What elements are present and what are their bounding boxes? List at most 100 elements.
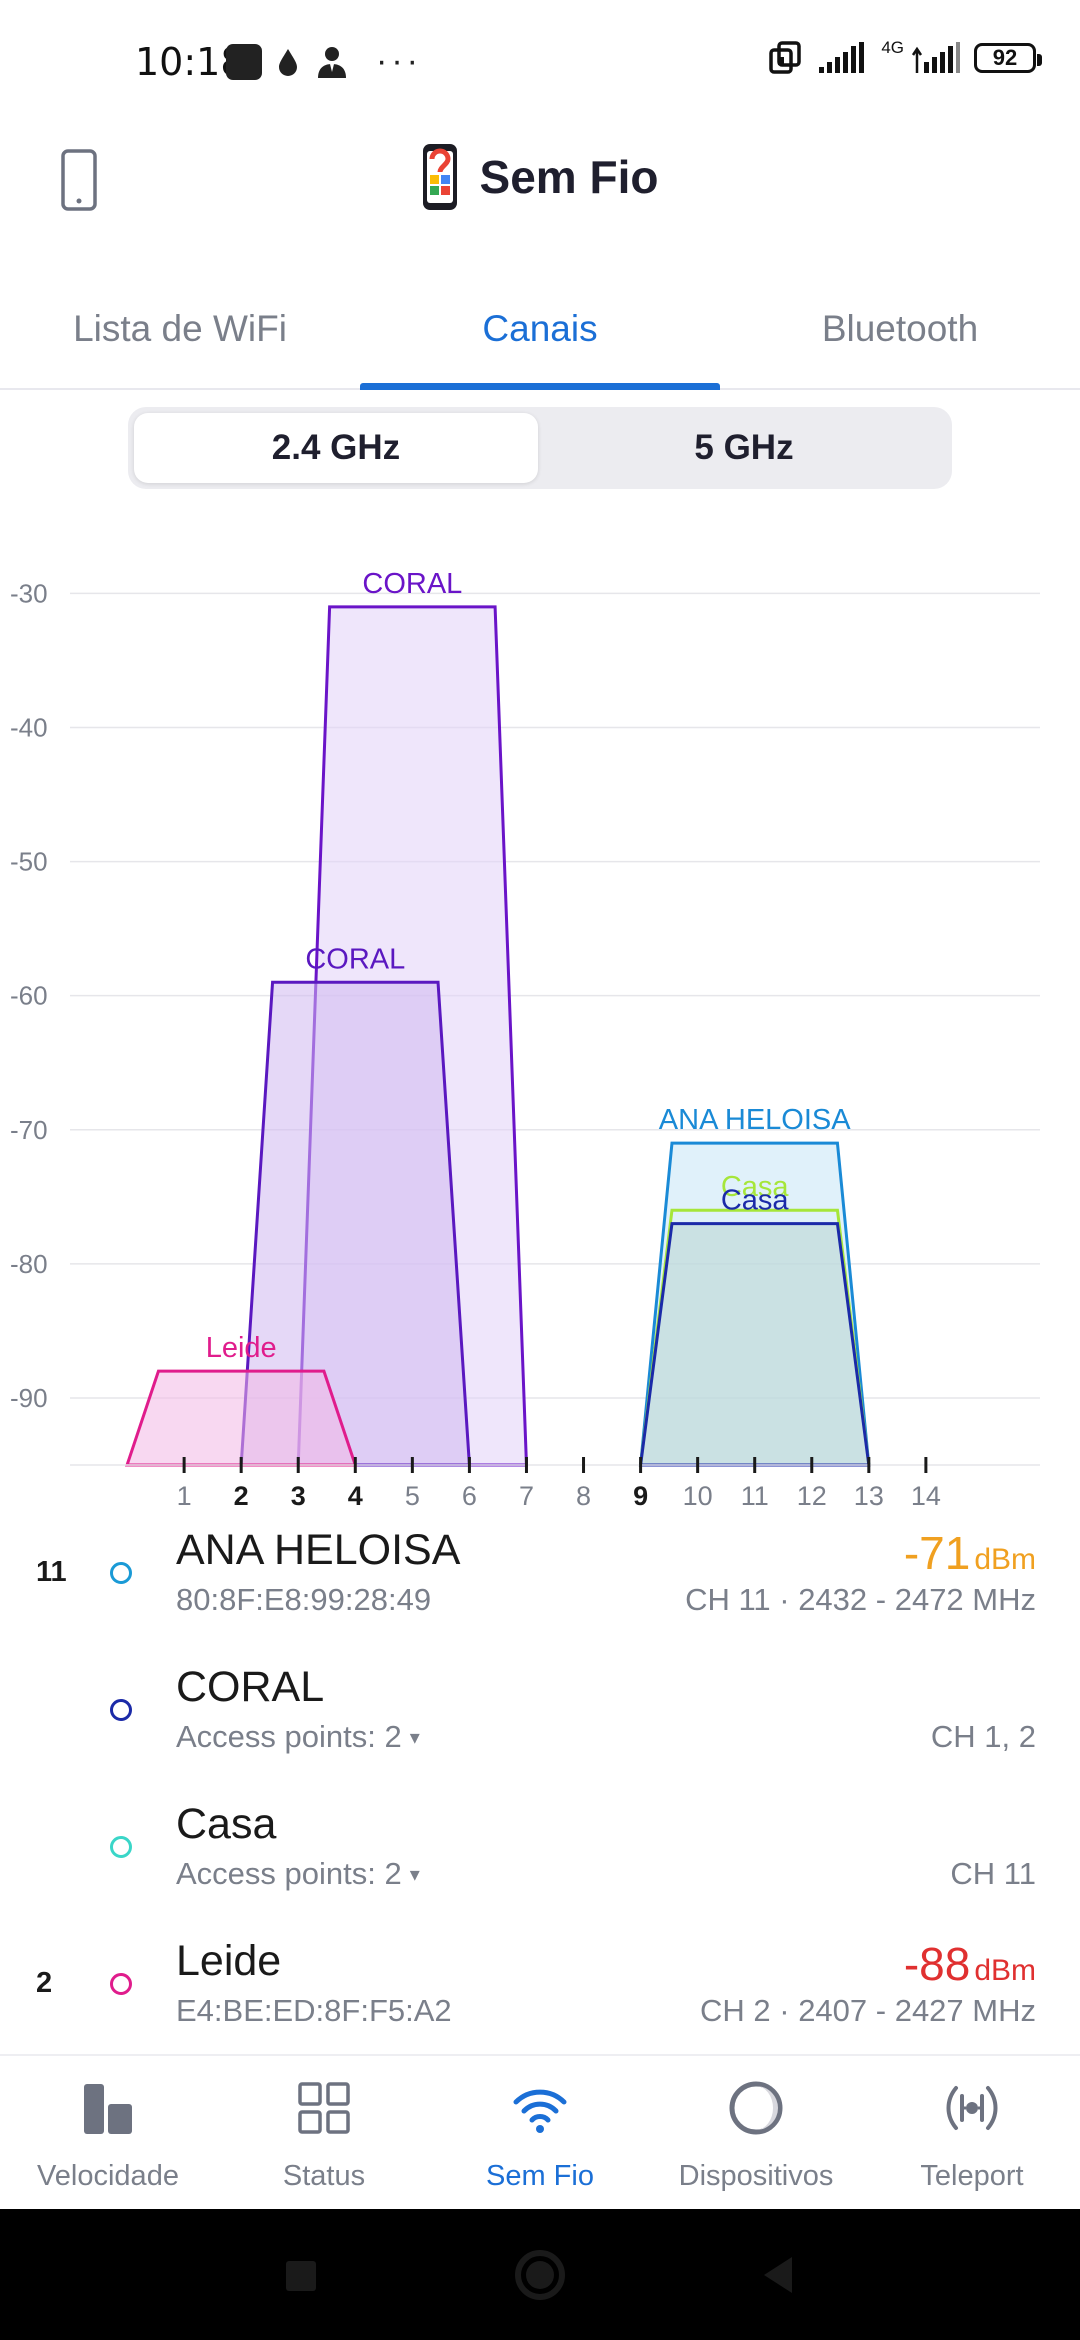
tab-bluetooth[interactable]: Bluetooth [821, 308, 979, 349]
signal-icon [819, 42, 865, 73]
phone-logo-icon [422, 144, 457, 210]
signal-value: -71 [903, 1527, 971, 1579]
network-label: Leide [206, 1332, 277, 1364]
network-label: Casa [721, 1171, 790, 1203]
tab-channels[interactable]: Canais [482, 308, 598, 349]
status-bar: 10:18 ··· 4G 92 [0, 0, 1080, 125]
notification-icons: ··· [226, 42, 422, 81]
teleport-icon [946, 2086, 998, 2130]
y-tick-label: -50 [10, 847, 48, 877]
y-tick-label: -70 [10, 1115, 48, 1145]
network-bssid: 80:8F:E8:99:28:49 [176, 1582, 432, 1617]
nav-status[interactable]: Status [216, 2056, 432, 2211]
home-button-icon[interactable] [510, 2245, 570, 2305]
x-tick-label: 12 [797, 1481, 827, 1511]
x-tick-label: 10 [683, 1481, 713, 1511]
chevron-down-icon: ▾ [409, 1864, 420, 1886]
x-tick-label: 6 [462, 1481, 477, 1511]
wifi-icon [513, 2089, 567, 2133]
row-channel: 2 [36, 1967, 53, 1999]
band-24ghz-button[interactable]: 2.4 GHz [134, 413, 538, 483]
network-name: ANA HELOISA [176, 1526, 461, 1574]
network-type-label: 4G [881, 38, 904, 57]
system-icons: 4G 92 [767, 38, 1042, 76]
nav-label: Dispositivos [678, 2160, 834, 2192]
x-tick-label: 11 [741, 1481, 769, 1511]
y-tick-label: -30 [10, 578, 48, 608]
y-tick-label: -80 [10, 1249, 48, 1279]
x-tick-label: 9 [633, 1481, 648, 1511]
channel-info: CH 1, 2 [930, 1719, 1036, 1754]
network-name: CORAL [176, 1663, 325, 1711]
access-points-label: Access points: 2 [176, 1719, 402, 1754]
signal-4g-icon [911, 42, 960, 73]
list-item-leide[interactable]: 2 Leide E4:BE:ED:8F:F5:A2 -88 dBm CH 2 · … [0, 1921, 1080, 2058]
list-item-coral[interactable]: CORAL Access points: 2 ▾ CH 1, 2 [0, 1647, 1080, 1784]
nav-dispositivos[interactable]: Dispositivos [648, 2056, 864, 2211]
y-tick-label: -60 [10, 981, 48, 1011]
nav-sem-fio[interactable]: Sem Fio [432, 2056, 648, 2211]
network-color-dot [110, 1973, 132, 1995]
network-color-dot [110, 1836, 132, 1858]
x-tick-label: 3 [291, 1481, 306, 1511]
network-label: ANA HELOISA [659, 1104, 851, 1136]
access-points-label: Access points: 2 [176, 1856, 402, 1891]
speed-bars-icon [84, 2084, 132, 2134]
network-color-dot [110, 1699, 132, 1721]
network-label: Casa [721, 1185, 790, 1217]
person-icon [318, 46, 346, 78]
nav-teleport[interactable]: Teleport [864, 2056, 1080, 2211]
network-trapezoid [638, 1222, 871, 1467]
x-tick-label: 14 [911, 1481, 941, 1511]
x-tick-label: 8 [576, 1481, 591, 1511]
row-channel: 11 [36, 1556, 67, 1588]
access-points-toggle[interactable]: Access points: 2 ▾ [176, 1856, 420, 1892]
x-tick-label: 5 [405, 1481, 420, 1511]
devices-circle-icon [729, 2081, 783, 2135]
x-tick-label: 13 [854, 1481, 884, 1511]
nfc-icon [769, 41, 802, 74]
y-tick-label: -90 [10, 1383, 48, 1413]
bottom-nav: Velocidade Status Sem Fio Dispositivos T… [0, 2054, 1080, 2211]
battery-icon: 92 [974, 43, 1042, 73]
app-title-group: Sem Fio [0, 143, 1080, 211]
nav-label: Velocidade [37, 2160, 179, 2192]
nav-label: Status [282, 2160, 366, 2192]
band-toggle: 2.4 GHz 5 GHz [128, 407, 952, 489]
channel-chart-svg: -30 -40 -50 -60 -70 -80 -90 CORAL CORAL ANA HELOI… [10, 568, 1040, 1511]
channel-info: CH 11 [950, 1856, 1036, 1891]
signal-strength: -71 dBm [904, 1526, 1036, 1580]
access-points-toggle[interactable]: Access points: 2 ▾ [176, 1719, 420, 1755]
channel-info: CH 11 · 2432 - 2472 MHz [685, 1582, 1036, 1617]
nav-label: Sem Fio [486, 2160, 594, 2192]
channel-info: CH 2 · 2407 - 2427 MHz [700, 1993, 1036, 2028]
app-square-icon [226, 43, 262, 80]
network-trapezoid [124, 1369, 358, 1467]
x-tick-label: 4 [348, 1481, 363, 1511]
nav-velocidade[interactable]: Velocidade [0, 2056, 216, 2211]
network-name: Leide [176, 1937, 282, 1985]
signal-value: -88 [903, 1938, 971, 1990]
tab-wifi-list[interactable]: Lista de WiFi [73, 308, 287, 349]
recent-apps-icon[interactable] [270, 2245, 330, 2305]
network-color-dot [110, 1562, 132, 1584]
chevron-down-icon: ▾ [409, 1727, 420, 1749]
phone-device-icon[interactable] [52, 147, 106, 213]
list-item-casa[interactable]: Casa Access points: 2 ▾ CH 11 [0, 1784, 1080, 1921]
network-label: CORAL [305, 943, 405, 975]
more-notifications: ··· [376, 42, 422, 80]
x-tick-label: 1 [177, 1481, 192, 1511]
y-tick-label: -40 [10, 713, 48, 743]
tab-bar: Lista de WiFi Canais Bluetooth [0, 270, 1080, 390]
x-tick-label: 2 [234, 1481, 249, 1511]
network-bssid: E4:BE:ED:8F:F5:A2 [176, 1993, 452, 2028]
app-bar: Sem Fio [0, 125, 1080, 230]
list-item-ana-heloisa[interactable]: 11 ANA HELOISA 80:8F:E8:99:28:49 -71 dBm … [0, 1510, 1080, 1647]
back-button-icon[interactable] [750, 2245, 810, 2305]
channel-chart: -30 -40 -50 -60 -70 -80 -90 CORAL CORAL ANA HELOI… [0, 540, 1080, 1520]
band-5ghz-button[interactable]: 5 GHz [694, 428, 794, 467]
drop-icon [279, 48, 297, 76]
system-nav-bar [0, 2209, 1080, 2340]
signal-unit: dBm [974, 1543, 1036, 1576]
network-name: Casa [176, 1800, 277, 1848]
